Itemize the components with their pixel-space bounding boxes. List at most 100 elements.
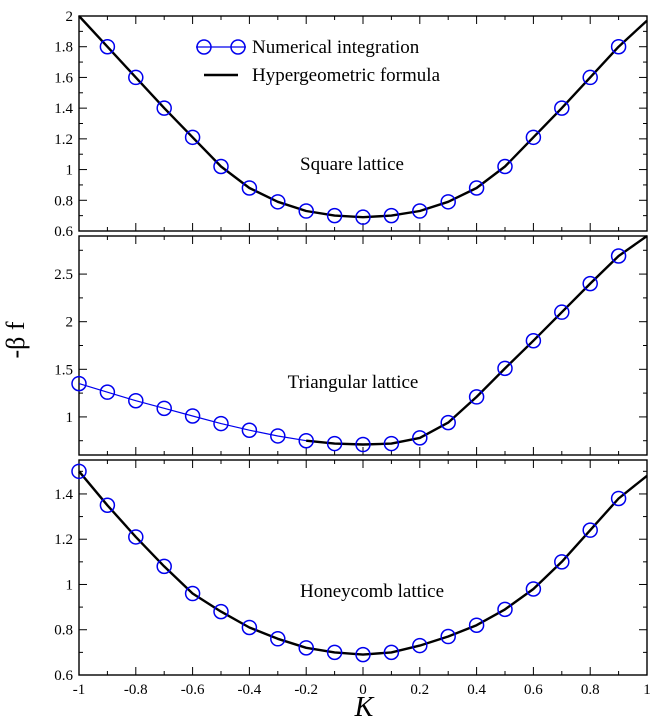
y-tick-label: 0.8 bbox=[54, 623, 73, 639]
panel-label: Honeycomb lattice bbox=[300, 581, 444, 602]
y-tick-label: 0.6 bbox=[54, 668, 73, 684]
panels: 0.6 0.8 1 1.2 1.4 1.6 1.8 2 Square lattice 1 1.5 2 2… bbox=[54, 9, 651, 698]
x-tick-label: 0.8 bbox=[581, 682, 600, 698]
series-numerical-point bbox=[99, 384, 116, 400]
legend-numerical-marker-left bbox=[196, 39, 212, 55]
series-numerical-point bbox=[440, 414, 456, 431]
panel-3: 0.6 0.8 1 1.2 1.4 Honeycomb lattice -1 -0.8 -0.6… bbox=[54, 459, 651, 698]
panel-label: Square lattice bbox=[300, 154, 404, 175]
series-numerical-point bbox=[582, 522, 598, 538]
series-numerical-point bbox=[440, 628, 456, 645]
series-numerical-point bbox=[270, 631, 286, 647]
legend-formula-label: Hypergeometric formula bbox=[252, 65, 441, 86]
y-tick-label: 0.8 bbox=[54, 193, 73, 209]
series-numerical-point bbox=[241, 180, 258, 196]
series-numerical-point bbox=[497, 360, 513, 377]
y-tick-label: 1.6 bbox=[54, 70, 73, 86]
plot-frame bbox=[78, 235, 648, 456]
series-numerical-point bbox=[525, 332, 542, 349]
series-numerical-point bbox=[184, 408, 201, 424]
series-numerical-point bbox=[497, 601, 513, 618]
panel-2: 1 1.5 2 2.5 Triangular lattice bbox=[54, 235, 648, 456]
x-axis-title: K bbox=[354, 692, 375, 721]
x-tick-label: 0.6 bbox=[524, 682, 543, 698]
series-numerical-point bbox=[156, 558, 172, 575]
series-numerical-point bbox=[440, 194, 456, 210]
series-numerical-point bbox=[412, 637, 428, 654]
series-numerical-point bbox=[497, 158, 513, 175]
panel-1: 0.6 0.8 1 1.2 1.4 1.6 1.8 2 Square lattice bbox=[54, 9, 648, 240]
series-numerical-point bbox=[270, 194, 286, 210]
series-numerical-point bbox=[326, 207, 343, 224]
series-numerical-point bbox=[241, 619, 258, 636]
legend: Numerical integration Hypergeometric for… bbox=[196, 37, 441, 86]
series-numerical-point bbox=[213, 158, 229, 175]
series-numerical-point bbox=[355, 436, 371, 453]
series-numerical-point bbox=[156, 400, 172, 417]
series-numerical-point bbox=[383, 435, 400, 452]
x-tick-label: 0.4 bbox=[467, 682, 486, 698]
series-numerical-point bbox=[298, 640, 314, 656]
series-numerical-point bbox=[610, 38, 627, 55]
series-numerical-point bbox=[582, 69, 598, 86]
y-tick-label: 1.2 bbox=[54, 132, 73, 148]
y-tick-label: 0.6 bbox=[54, 224, 73, 240]
x-tick-label: -0.2 bbox=[294, 682, 318, 698]
series-numerical-point bbox=[128, 529, 144, 545]
series-numerical-point bbox=[355, 209, 371, 225]
series-formula-line bbox=[78, 15, 648, 219]
series-numerical-point bbox=[213, 603, 229, 620]
y-tick-label: 2 bbox=[66, 9, 74, 25]
series-numerical-point bbox=[213, 415, 229, 432]
x-tick-label: 0 bbox=[359, 682, 367, 698]
y-tick-label: 1 bbox=[66, 163, 74, 179]
series-numerical-point bbox=[241, 422, 258, 438]
series-numerical-point bbox=[383, 207, 400, 224]
series-numerical-point bbox=[468, 617, 485, 633]
series-numerical-point bbox=[184, 585, 201, 602]
y-tick-label: 2 bbox=[66, 315, 74, 331]
series-numerical-point bbox=[412, 430, 428, 446]
series-numerical-point bbox=[525, 581, 542, 597]
series-numerical-point bbox=[326, 644, 343, 661]
legend-numerical-marker-right bbox=[230, 39, 246, 55]
series-numerical-point bbox=[383, 644, 400, 661]
series-formula-line bbox=[306, 235, 648, 446]
series-numerical-point bbox=[582, 275, 598, 292]
series-numerical-point bbox=[326, 435, 343, 452]
x-tick-label: -0.6 bbox=[181, 682, 205, 698]
x-tick-label: -1 bbox=[73, 682, 86, 698]
series-numerical-point bbox=[71, 375, 87, 392]
series-numerical-point bbox=[128, 69, 144, 86]
series-numerical-point bbox=[298, 432, 314, 449]
x-tick-label: -0.4 bbox=[238, 682, 262, 698]
series-numerical-point bbox=[298, 203, 314, 219]
y-tick-label: 1.4 bbox=[54, 487, 73, 503]
series-numerical-point bbox=[468, 180, 485, 196]
series-numerical-point bbox=[412, 203, 428, 219]
y-tick-label: 1 bbox=[66, 577, 74, 593]
y-tick-label: 2.5 bbox=[54, 267, 73, 283]
series-numerical-point bbox=[71, 463, 87, 480]
series-numerical-point bbox=[128, 392, 144, 409]
series-formula-line bbox=[78, 470, 648, 656]
panel-label: Triangular lattice bbox=[288, 372, 419, 393]
series-numerical-point bbox=[270, 428, 286, 444]
y-tick-label: 1.5 bbox=[54, 362, 73, 378]
y-tick-label: 1.2 bbox=[54, 532, 73, 548]
y-tick-label: 1 bbox=[66, 410, 74, 426]
y-axis-title: -β f bbox=[1, 321, 30, 358]
series-numerical-point bbox=[525, 129, 542, 146]
series-numerical-point bbox=[99, 497, 116, 514]
series-numerical-point bbox=[554, 304, 570, 320]
series-numerical-point bbox=[554, 100, 570, 116]
legend-numerical-label: Numerical integration bbox=[252, 37, 420, 58]
x-tick-label: 0.2 bbox=[410, 682, 429, 698]
series-numerical-line bbox=[78, 255, 620, 446]
series-numerical-point bbox=[610, 490, 627, 507]
y-tick-label: 1.8 bbox=[54, 40, 73, 56]
x-tick-label: -0.8 bbox=[124, 682, 148, 698]
series-numerical-point bbox=[610, 248, 627, 264]
x-tick-label: 1 bbox=[643, 682, 651, 698]
